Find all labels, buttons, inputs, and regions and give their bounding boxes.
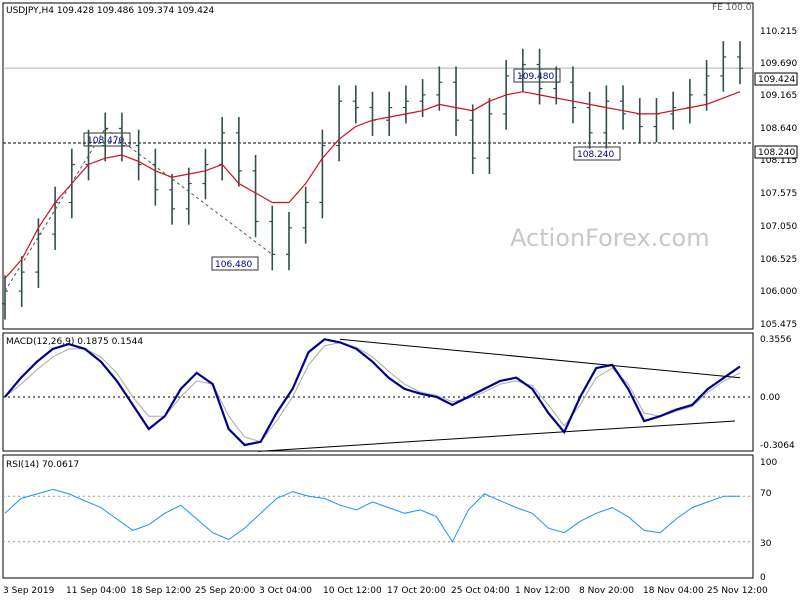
level-tag-current bbox=[754, 72, 798, 86]
price-tick-label: 106.000 bbox=[760, 287, 797, 297]
level-tag-support bbox=[754, 145, 798, 159]
callout-box-109480 bbox=[513, 68, 561, 83]
price-tick-label: 108.115 bbox=[760, 156, 797, 166]
price-tick-label: 107.050 bbox=[760, 222, 797, 232]
rsi-tick-label: 0 bbox=[760, 573, 766, 583]
price-tick-label: 105.475 bbox=[760, 320, 797, 330]
macd-tick-label: -0.3064 bbox=[760, 441, 795, 451]
price-tick-label: 106.525 bbox=[760, 255, 797, 265]
price-y-axis: 110.215 109.690 109.165 108.640 108.115 … bbox=[760, 27, 797, 330]
callout-box-106480 bbox=[211, 256, 259, 271]
rsi-line bbox=[4, 488, 740, 543]
macd-tick-label: 0.3556 bbox=[760, 335, 792, 345]
macd-panel-frame bbox=[2, 332, 754, 452]
rsi-tick-label: 100 bbox=[760, 458, 777, 468]
x-tick-label: 18 Sep 12:00 bbox=[131, 586, 191, 596]
annotation-callouts: 108.470 106.480 109.480 108.240 bbox=[83, 68, 621, 271]
price-tick-label: 110.215 bbox=[760, 27, 797, 37]
projection-line-2 bbox=[104, 128, 273, 255]
macd-lower-trendline bbox=[257, 420, 736, 452]
price-tick-label: 109.690 bbox=[760, 59, 797, 69]
macd-tick-label: 0.00 bbox=[760, 393, 780, 403]
level-tag-support-text: 108.240 bbox=[758, 148, 795, 158]
rsi-tick-label: 70 bbox=[760, 489, 772, 499]
rsi-y-axis: 100 70 30 0 bbox=[760, 458, 777, 583]
callout-108240: 108.240 bbox=[577, 150, 614, 160]
price-panel-label: USDJPY,H4 109.428 109.486 109.374 109.42… bbox=[6, 6, 215, 16]
level-tag-current-text: 109.424 bbox=[758, 75, 795, 85]
x-tick-label: 3 Sep 2019 bbox=[3, 586, 55, 596]
level-tags: 109.424 108.240 bbox=[754, 72, 798, 159]
callout-106480: 106.480 bbox=[215, 260, 252, 270]
x-tick-label: 25 Nov 12:00 bbox=[707, 586, 768, 596]
price-tick-label: 107.575 bbox=[760, 189, 797, 199]
x-tick-label: 11 Sep 04:00 bbox=[66, 586, 126, 596]
price-tick-label: 109.165 bbox=[760, 91, 797, 101]
macd-line bbox=[4, 338, 741, 447]
x-tick-label: 1 Nov 12:00 bbox=[515, 586, 570, 596]
x-axis: 3 Sep 2019 11 Sep 04:00 18 Sep 12:00 25 … bbox=[3, 586, 768, 596]
watermark: ActionForex.com bbox=[510, 224, 710, 252]
x-tick-label: 8 Nov 20:00 bbox=[579, 586, 634, 596]
rsi-panel-frame bbox=[2, 454, 754, 579]
callout-box-108240 bbox=[573, 146, 621, 161]
x-tick-label: 3 Oct 04:00 bbox=[259, 586, 312, 596]
macd-panel-label: MACD(12,26,9) 0.1875 0.1544 bbox=[6, 337, 143, 347]
price-panel-frame bbox=[2, 2, 754, 330]
x-tick-label: 17 Oct 20:00 bbox=[387, 586, 446, 596]
macd-y-axis: 0.3556 0.00 -0.3064 bbox=[760, 335, 795, 451]
rsi-tick-label: 30 bbox=[760, 539, 772, 549]
moving-average-line bbox=[4, 91, 741, 279]
x-tick-label: 25 Oct 04:00 bbox=[451, 586, 510, 596]
price-tick-label: 108.640 bbox=[760, 124, 797, 134]
x-tick-label: 25 Sep 20:00 bbox=[195, 586, 255, 596]
x-tick-label: 18 Nov 04:00 bbox=[643, 586, 704, 596]
rsi-panel-label: RSI(14) 70.0617 bbox=[6, 460, 79, 470]
chart-series-layer bbox=[2, 41, 753, 543]
projection-line-1 bbox=[4, 128, 106, 292]
fe-label: FE 100.0 bbox=[712, 3, 752, 13]
callout-109480: 109.480 bbox=[517, 72, 554, 82]
macd-upper-trendline bbox=[339, 338, 741, 379]
x-tick-label: 10 Oct 12:00 bbox=[323, 586, 382, 596]
